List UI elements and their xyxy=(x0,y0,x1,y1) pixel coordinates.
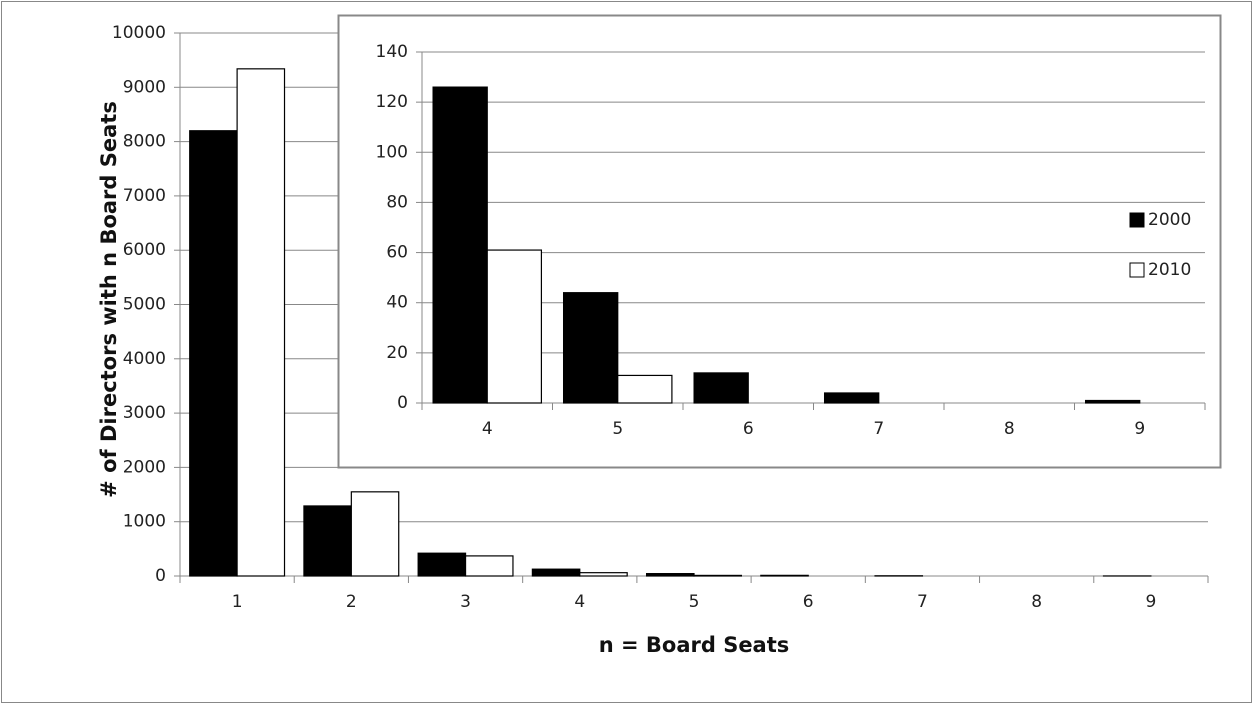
x-tick-label: 4 xyxy=(482,419,493,439)
bar xyxy=(617,374,673,404)
bar xyxy=(189,130,238,577)
x-tick-label: 7 xyxy=(873,419,884,439)
bar xyxy=(236,68,286,577)
y-tick-label: 2000 xyxy=(123,457,166,477)
bar xyxy=(350,491,400,577)
x-tick-label: 2 xyxy=(346,592,357,612)
legend-swatch xyxy=(1129,212,1145,228)
x-tick-label: 5 xyxy=(612,419,623,439)
bar xyxy=(486,249,543,404)
x-tick-label: 5 xyxy=(689,592,700,612)
y-tick-label: 0 xyxy=(155,566,166,586)
x-tick-label: 6 xyxy=(803,592,814,612)
y-tick-label: 10000 xyxy=(112,23,166,43)
x-tick-label: 1 xyxy=(232,592,243,612)
legend-label: 2000 xyxy=(1148,210,1191,230)
y-tick-label: 6000 xyxy=(123,240,166,260)
bar xyxy=(562,292,619,404)
x-tick-label: 3 xyxy=(460,592,471,612)
y-tick-label: 5000 xyxy=(123,295,166,315)
y-tick-label: 20 xyxy=(386,343,408,363)
legend-swatch xyxy=(1129,262,1145,278)
y-tick-label: 100 xyxy=(376,142,408,162)
y-tick-label: 120 xyxy=(376,92,408,112)
x-tick-label: 8 xyxy=(1004,419,1015,439)
bar xyxy=(531,568,581,577)
bar xyxy=(432,86,488,404)
x-tick-label: 4 xyxy=(574,592,585,612)
y-tick-label: 9000 xyxy=(123,77,166,97)
x-axis-title: n = Board Seats xyxy=(599,633,790,657)
bar xyxy=(303,505,352,577)
y-tick-label: 1000 xyxy=(123,512,166,532)
bar xyxy=(693,574,743,577)
bar xyxy=(1084,399,1141,404)
x-tick-label: 6 xyxy=(743,419,754,439)
bar xyxy=(823,392,880,404)
y-tick-label: 60 xyxy=(386,243,408,263)
x-tick-label: 9 xyxy=(1145,592,1156,612)
bar xyxy=(645,573,695,577)
legend-label: 2010 xyxy=(1148,260,1191,280)
bar xyxy=(464,555,514,577)
bar xyxy=(579,572,628,577)
y-tick-label: 4000 xyxy=(123,349,166,369)
y-tick-label: 140 xyxy=(376,42,408,62)
y-tick-label: 40 xyxy=(386,293,408,313)
y-tick-label: 8000 xyxy=(123,132,166,152)
y-tick-label: 80 xyxy=(386,192,408,212)
y-tick-label: 7000 xyxy=(123,186,166,206)
x-tick-label: 8 xyxy=(1031,592,1042,612)
y-tick-label: 0 xyxy=(397,393,408,413)
y-tick-label: 3000 xyxy=(123,403,166,423)
bar xyxy=(693,372,749,404)
x-tick-label: 9 xyxy=(1134,419,1145,439)
x-tick-label: 7 xyxy=(917,592,928,612)
y-axis-title: # of Directors with n Board Seats xyxy=(97,101,121,498)
bar xyxy=(760,574,809,577)
bar xyxy=(417,552,467,577)
